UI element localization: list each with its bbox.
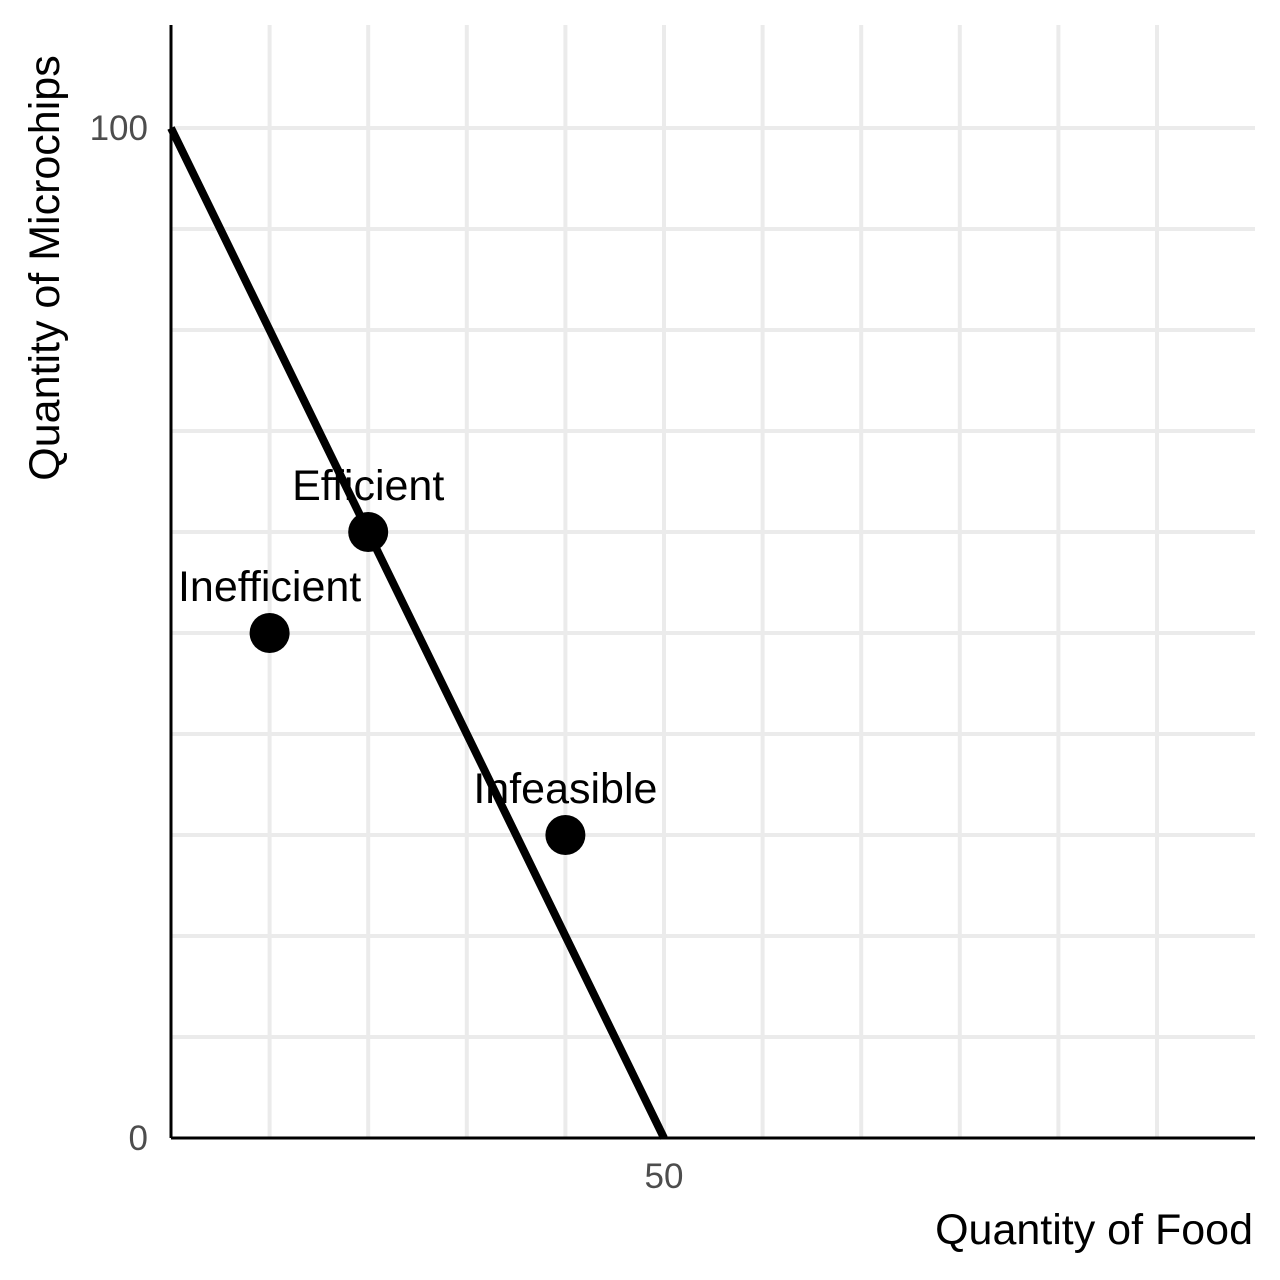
grid xyxy=(171,25,1255,1138)
data-layer xyxy=(167,126,668,1140)
point-label: Inefficient xyxy=(178,563,361,611)
point-labels: Efficient Inefficient Infeasible xyxy=(178,462,657,813)
y-tick-label: 100 xyxy=(90,109,148,148)
tick-labels: 50 0 100 xyxy=(90,109,684,1196)
data-point xyxy=(348,512,389,552)
x-axis-label: Quantity of Food xyxy=(935,1206,1253,1254)
ppf-line xyxy=(167,126,668,1140)
x-tick-label: 50 xyxy=(645,1157,684,1196)
data-point xyxy=(545,815,586,855)
axes xyxy=(169,25,1255,1140)
y-axis-label: Quantity of Microchips xyxy=(21,55,69,480)
y-tick-label: 0 xyxy=(129,1119,148,1158)
point-label: Infeasible xyxy=(473,765,657,813)
point-label: Efficient xyxy=(292,462,444,510)
data-point xyxy=(249,613,290,653)
